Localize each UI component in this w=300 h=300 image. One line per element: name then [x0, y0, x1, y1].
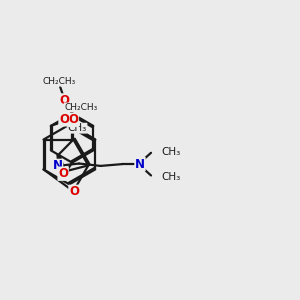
Text: O: O: [59, 94, 69, 107]
Text: N: N: [52, 159, 63, 172]
Text: N: N: [135, 158, 145, 171]
Text: CH₃: CH₃: [161, 172, 180, 182]
Text: O: O: [58, 167, 68, 180]
Text: O: O: [68, 113, 78, 126]
Text: CH₂CH₃: CH₂CH₃: [43, 77, 76, 86]
Text: O: O: [59, 113, 69, 126]
Text: CH₃: CH₃: [68, 123, 87, 133]
Text: O: O: [69, 185, 79, 198]
Text: CH₂CH₃: CH₂CH₃: [64, 103, 98, 112]
Text: CH₃: CH₃: [161, 147, 180, 157]
